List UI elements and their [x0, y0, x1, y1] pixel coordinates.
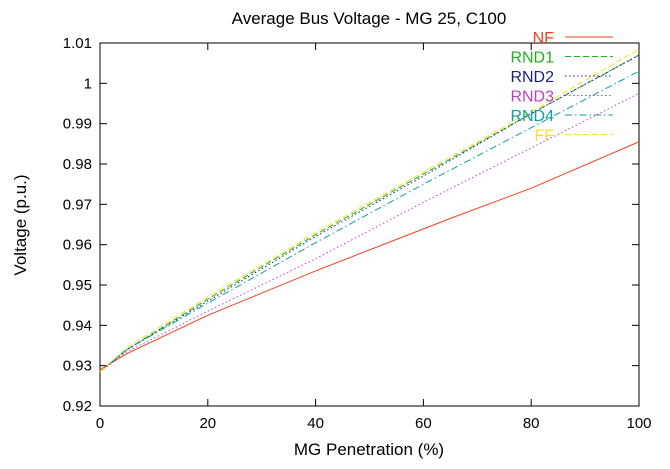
series-line-nf	[99, 141, 640, 371]
series-line-rnd1	[99, 54, 640, 373]
series-line-rnd4	[99, 70, 640, 373]
y-tick-label: 0.95	[63, 277, 92, 294]
x-tick-label: 40	[307, 415, 324, 432]
x-tick-label: 0	[96, 415, 104, 432]
x-axis-title: MG Penetration (%)	[294, 440, 444, 459]
legend-label-rnd4: RND4	[510, 108, 554, 125]
x-tick-label: 80	[523, 415, 540, 432]
plot-frame	[99, 42, 640, 407]
series-line-rnd2	[99, 54, 640, 373]
y-tick-label: 0.93	[63, 358, 92, 375]
legend-label-rnd2: RND2	[510, 69, 554, 86]
chart-title: Average Bus Voltage - MG 25, C100	[232, 9, 507, 28]
legend-label-ff: FF	[534, 128, 554, 145]
series-line-ff	[99, 48, 640, 373]
y-tick-label: 0.99	[63, 116, 92, 133]
x-tick-label: 20	[199, 415, 216, 432]
y-tick-label: 0.94	[63, 317, 92, 334]
legend-label-rnd3: RND3	[510, 89, 554, 106]
y-axis-title: Voltage (p.u.)	[11, 174, 30, 275]
y-tick-label: 0.92	[63, 398, 92, 415]
y-tick-label: 0.96	[63, 237, 92, 254]
series-line-rnd3	[99, 92, 640, 373]
legend-label-rnd1: RND1	[510, 50, 554, 67]
y-tick-label: 1	[84, 75, 92, 92]
y-tick-label: 0.97	[63, 196, 92, 213]
legend-label-nf: NF	[533, 30, 555, 47]
y-tick-label: 0.98	[63, 156, 92, 173]
x-tick-label: 100	[626, 415, 651, 432]
y-tick-label: 1.01	[63, 35, 92, 52]
x-tick-label: 60	[415, 415, 432, 432]
plot-area: 0 20 40 60 80 100 0.92 0.93 0.94 0.95 0.96 0.97 0.98…	[63, 30, 652, 432]
